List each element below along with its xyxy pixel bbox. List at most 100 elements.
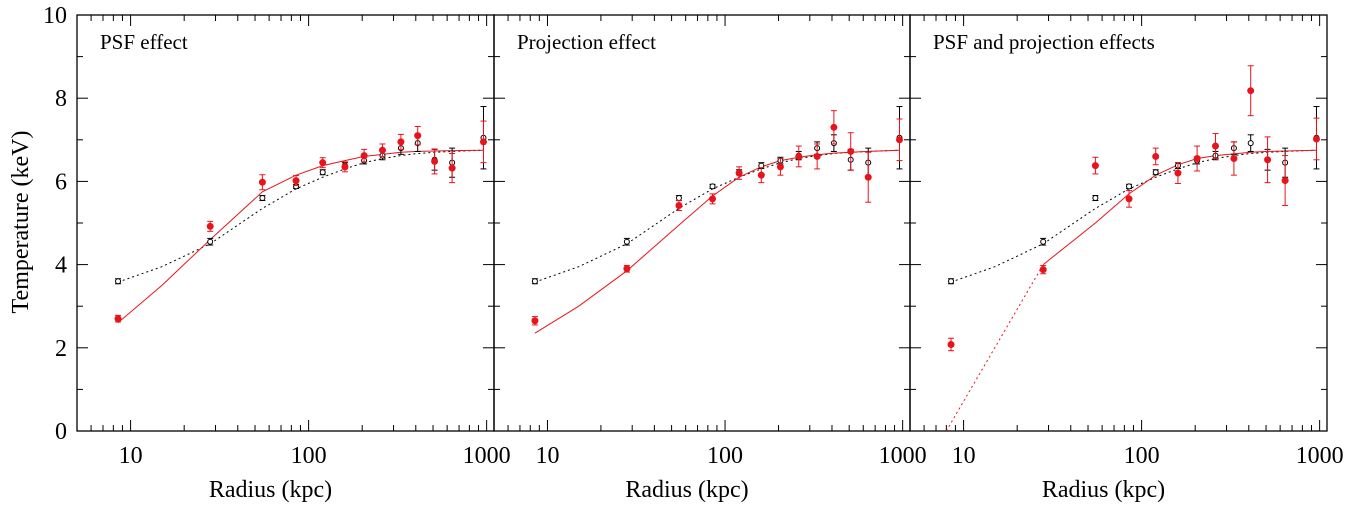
reference-model-line xyxy=(534,149,900,283)
reference-marker xyxy=(1126,183,1133,190)
plot-frame xyxy=(76,14,495,432)
reference-marker xyxy=(115,278,122,285)
reference-marker xyxy=(207,238,214,245)
reference-marker xyxy=(319,169,326,176)
corrected-point xyxy=(292,175,300,187)
corrected-marker xyxy=(1091,162,1099,170)
corrected-marker xyxy=(947,340,955,348)
corrected-marker xyxy=(378,146,386,154)
corrected-marker xyxy=(431,157,439,165)
x-axis-title: Radius (kpc) xyxy=(209,477,332,503)
corrected-marker xyxy=(1312,135,1320,143)
corrected-point xyxy=(378,143,386,157)
reference-model-line xyxy=(117,149,484,283)
x-tick-label: 10 xyxy=(535,443,559,469)
corrected-marker xyxy=(776,163,784,171)
reference-point xyxy=(319,169,326,176)
corrected-point xyxy=(813,143,821,170)
corrected-marker xyxy=(830,123,838,131)
corrected-point xyxy=(258,174,266,191)
corrected-model-dotted-line xyxy=(945,264,1044,431)
corrected-marker xyxy=(1264,156,1272,164)
corrected-point xyxy=(847,132,855,171)
reference-point xyxy=(1040,237,1047,246)
corrected-point xyxy=(1211,133,1219,160)
reference-marker xyxy=(709,183,716,190)
corrected-marker xyxy=(1230,155,1238,163)
reference-marker xyxy=(623,238,630,245)
corrected-marker xyxy=(448,164,456,172)
reference-point xyxy=(1247,134,1254,152)
corrected-point xyxy=(830,110,838,145)
corrected-marker xyxy=(1152,152,1160,160)
x-tick-label: 1000 xyxy=(1296,443,1344,469)
corrected-point xyxy=(479,120,487,164)
corrected-point xyxy=(709,193,717,205)
reference-marker xyxy=(1092,195,1099,202)
corrected-marker xyxy=(847,147,855,155)
corrected-point xyxy=(1125,190,1133,208)
reference-point xyxy=(207,237,214,246)
data-layer xyxy=(945,65,1320,431)
corrected-marker xyxy=(1211,142,1219,150)
corrected-marker xyxy=(896,136,904,144)
corrected-point xyxy=(896,118,904,162)
corrected-marker xyxy=(1247,87,1255,95)
corrected-point xyxy=(864,151,872,203)
plot-frame xyxy=(909,14,1328,432)
corrected-point xyxy=(448,153,456,184)
corrected-point xyxy=(1281,155,1289,207)
corrected-point xyxy=(414,125,422,146)
corrected-point xyxy=(795,145,803,168)
corrected-point xyxy=(431,148,439,175)
y-tick-label: 2 xyxy=(55,336,67,362)
corrected-marker xyxy=(292,177,300,185)
corrected-model-line xyxy=(534,149,900,334)
corrected-point xyxy=(757,167,765,184)
reference-point xyxy=(709,183,716,190)
data-layer xyxy=(114,106,487,324)
corrected-marker xyxy=(813,152,821,160)
reference-point xyxy=(675,195,682,202)
corrected-marker xyxy=(709,195,717,203)
corrected-point xyxy=(1312,117,1320,161)
reference-marker xyxy=(948,278,955,285)
reference-point xyxy=(531,278,538,285)
plot-frame xyxy=(493,14,911,432)
corrected-point xyxy=(947,337,955,352)
corrected-marker xyxy=(1193,155,1201,163)
corrected-marker xyxy=(795,152,803,160)
corrected-point xyxy=(623,264,631,273)
corrected-marker xyxy=(675,202,683,210)
corrected-model-line xyxy=(1042,149,1317,265)
corrected-point xyxy=(206,220,214,232)
x-tick-label: 10 xyxy=(119,443,143,469)
corrected-point xyxy=(341,161,349,173)
corrected-marker xyxy=(319,159,327,167)
x-axis-title: Radius (kpc) xyxy=(1042,477,1165,503)
x-tick-label: 1000 xyxy=(463,443,511,469)
corrected-marker xyxy=(735,169,743,177)
corrected-marker xyxy=(479,138,487,146)
panel-2: 10 100 1000 Projection effect Radius (kpc) xyxy=(493,14,927,503)
panel-1: 0 2 4 6 8 10 10 100 1000 PSF effect Radius (kpc) xyxy=(43,3,511,503)
corrected-marker xyxy=(1125,195,1133,203)
corrected-point xyxy=(397,133,405,150)
reference-point xyxy=(1152,169,1159,176)
corrected-model-line xyxy=(117,149,484,324)
x-axis-title: Radius (kpc) xyxy=(625,477,748,503)
reference-marker xyxy=(1247,140,1254,147)
reference-point xyxy=(259,195,266,202)
reference-marker xyxy=(675,195,682,202)
x-tick-label: 10 xyxy=(952,443,976,469)
corrected-point xyxy=(675,200,683,212)
reference-marker xyxy=(1152,169,1159,176)
corrected-point xyxy=(1039,264,1047,275)
corrected-point xyxy=(360,148,368,163)
corrected-point xyxy=(1152,147,1160,166)
corrected-marker xyxy=(397,138,405,146)
y-tick-label: 10 xyxy=(43,3,67,29)
corrected-marker xyxy=(341,163,349,171)
corrected-marker xyxy=(258,178,266,186)
